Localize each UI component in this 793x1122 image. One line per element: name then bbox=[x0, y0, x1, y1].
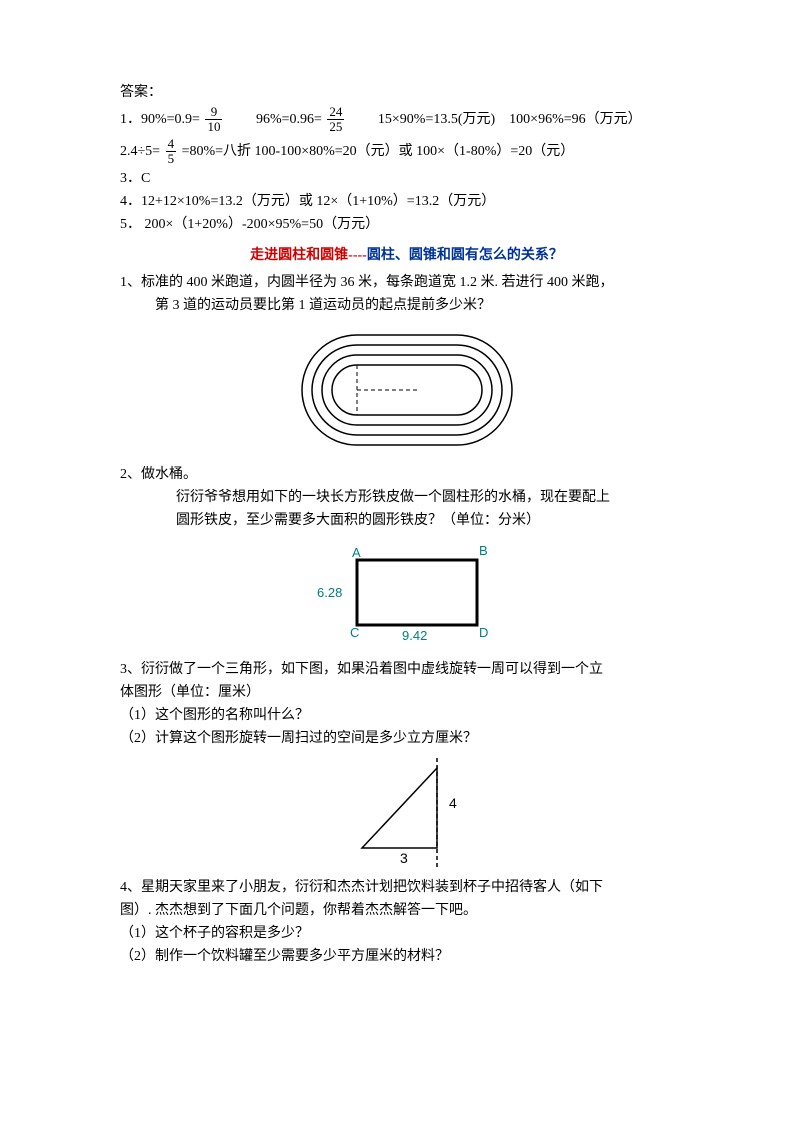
label-C: C bbox=[350, 625, 359, 640]
q2-line2: 圆形铁皮，至少需要多大面积的圆形铁皮？（单位：分米） bbox=[120, 510, 693, 531]
a1-frac2: 2425 bbox=[327, 105, 344, 135]
label-B: B bbox=[479, 543, 488, 558]
q4-sub2: （2）制作一个饮料罐至少需要多少平方厘米的材料？ bbox=[120, 946, 693, 967]
heading-blue: 圆柱、圆锥和圆有怎么的关系？ bbox=[367, 248, 563, 263]
triangle-figure: 4 3 bbox=[120, 753, 693, 873]
track-figure bbox=[120, 320, 693, 460]
a1-p1: 1．90%=0.9= bbox=[120, 112, 200, 127]
section-heading: 走进圆柱和圆锥----圆柱、圆锥和圆有怎么的关系？ bbox=[120, 245, 693, 266]
answer-2: 2.4÷5= 45 =80%=八折 100-100×80%=20（元）或 100… bbox=[120, 137, 693, 167]
heading-red: 走进圆柱和圆锥---- bbox=[250, 248, 367, 263]
label-D: D bbox=[479, 625, 488, 640]
q4-line1: 4、星期天家里来了小朋友，衍衍和杰杰计划把饮料装到杯子中招待客人（如下 bbox=[120, 877, 693, 898]
tri-base: 3 bbox=[400, 850, 408, 866]
q1-text: 1、标准的 400 米跑道，内圆半径为 36 米，每条跑道宽 1.2 米. 若进… bbox=[120, 272, 693, 293]
label-left: 6.28 bbox=[317, 585, 342, 600]
label-bottom: 9.42 bbox=[402, 628, 427, 643]
q1-text2: 第 3 道的运动员要比第 1 道运动员的起点提前多少米？ bbox=[120, 295, 693, 316]
q4-line2: 图）. 杰杰想到了下面几个问题，你帮着杰杰解答一下吧。 bbox=[120, 900, 693, 921]
q4-sub1: （1）这个杯子的容积是多少？ bbox=[120, 923, 693, 944]
a1-frac1: 910 bbox=[205, 105, 222, 135]
q3-head2: 体图形（单位：厘米） bbox=[120, 682, 693, 703]
q2-line1: 衍衍爷爷想用如下的一块长方形铁皮做一个圆柱形的水桶，现在要配上 bbox=[120, 487, 693, 508]
rect-figure: A B C D 6.28 9.42 bbox=[120, 535, 693, 655]
a1-p3: 15×90%=13.5(万元) 100×96%=96（万元） bbox=[350, 112, 642, 127]
answer-5: 5． 200×（1+20%）-200×95%=50（万元） bbox=[120, 214, 693, 235]
label-A: A bbox=[352, 545, 361, 560]
answer-4: 4．12+12×10%=13.2（万元）或 12×（1+10%）=13.2（万元… bbox=[120, 191, 693, 212]
answer-1: 1．90%=0.9= 910 96%=0.96= 2425 15×90%=13.… bbox=[120, 105, 693, 135]
tri-height: 4 bbox=[449, 795, 457, 811]
a2-p2: =80%=八折 100-100×80%=20（元）或 100×（1-80%）=2… bbox=[182, 144, 575, 159]
q3-sub2: （2）计算这个图形旋转一周扫过的空间是多少立方厘米？ bbox=[120, 728, 693, 749]
answer-3: 3．C bbox=[120, 168, 693, 189]
a2-frac: 45 bbox=[166, 137, 177, 167]
answers-label: 答案： bbox=[120, 82, 693, 103]
q3-head: 3、衍衍做了一个三角形，如下图，如果沿着图中虚线旋转一周可以得到一个立 bbox=[120, 659, 693, 680]
q3-sub1: （1）这个图形的名称叫什么？ bbox=[120, 705, 693, 726]
a1-p2: 96%=0.96= bbox=[228, 112, 322, 127]
a2-p1: 2.4÷5= bbox=[120, 144, 160, 159]
q2-head: 2、做水桶。 bbox=[120, 464, 693, 485]
